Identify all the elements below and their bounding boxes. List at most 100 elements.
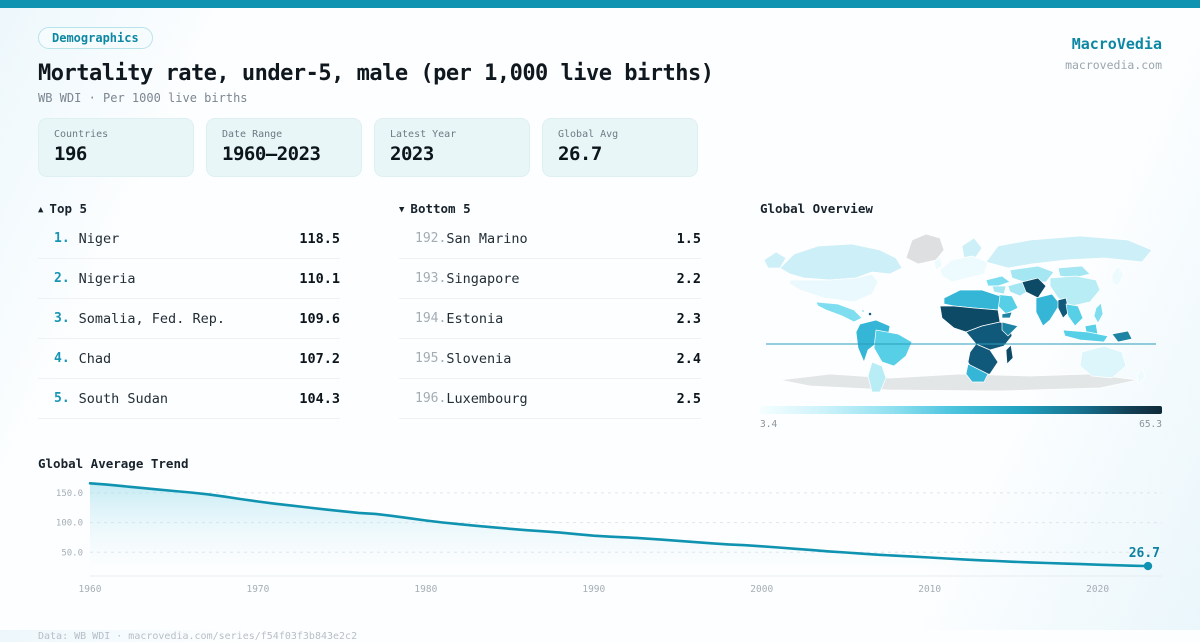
main-grid: ▲ Top 5 1. Niger 118.5 2. Nigeria 110.1 3… bbox=[38, 201, 1162, 430]
map-region-philippines bbox=[1093, 302, 1104, 324]
country-value: 109.6 bbox=[299, 310, 340, 327]
svg-text:100.0: 100.0 bbox=[56, 519, 83, 529]
country-name: Estonia bbox=[446, 310, 504, 327]
stat-label: Countries bbox=[54, 129, 109, 140]
list-item: 2. Nigeria 110.1 bbox=[38, 259, 340, 299]
category-badge[interactable]: Demographics bbox=[38, 27, 153, 49]
list-item: 193. Singapore 2.2 bbox=[399, 259, 701, 299]
country-value: 2.3 bbox=[676, 310, 701, 327]
list-item: 195. Slovenia 2.4 bbox=[399, 339, 701, 379]
list-item: 196. Luxembourg 2.5 bbox=[399, 379, 701, 419]
map-region-pakistan-afghanistan bbox=[1021, 277, 1047, 299]
stat-value: 26.7 bbox=[558, 143, 602, 165]
map-region-uk bbox=[933, 255, 943, 271]
stat-label: Latest Year bbox=[390, 129, 457, 140]
list-item: 1. Niger 118.5 bbox=[38, 219, 340, 259]
svg-text:1970: 1970 bbox=[246, 584, 269, 595]
map-region-indonesia bbox=[1062, 329, 1109, 343]
triangle-down-icon: ▼ bbox=[399, 205, 405, 215]
list-item: 4. Chad 107.2 bbox=[38, 339, 340, 379]
country-name: Somalia, Fed. Rep. bbox=[78, 310, 225, 327]
stat-card-date-range: Date Range 1960—2023 bbox=[206, 118, 362, 177]
map-region-russia bbox=[985, 235, 1153, 269]
map-region-horn-of-africa bbox=[1001, 321, 1019, 337]
country-name: Niger bbox=[78, 230, 120, 247]
map-region-mexico bbox=[815, 301, 863, 323]
svg-text:50.0: 50.0 bbox=[61, 548, 83, 558]
map-region-mongolia bbox=[1057, 265, 1091, 279]
brand-name: MacroVedia bbox=[1071, 35, 1162, 53]
country-name: South Sudan bbox=[78, 390, 169, 407]
map-region-antarctica bbox=[779, 373, 1139, 392]
top5-section: ▲ Top 5 1. Niger 118.5 2. Nigeria 110.1 3… bbox=[38, 201, 340, 430]
top-accent-bar bbox=[0, 0, 1200, 8]
map-region-japan bbox=[1111, 265, 1125, 287]
card-page: Demographics MacroVedia macrovedia.com M… bbox=[0, 8, 1200, 642]
map-region-southeast-asia bbox=[1065, 303, 1084, 327]
color-scale-bar bbox=[760, 406, 1162, 414]
world-map bbox=[763, 233, 1156, 393]
list-item: 3. Somalia, Fed. Rep. 109.6 bbox=[38, 299, 340, 339]
map-title: Global Overview bbox=[760, 201, 873, 216]
triangle-up-icon: ▲ bbox=[38, 205, 44, 215]
country-value: 110.1 bbox=[299, 270, 340, 287]
map-region-myanmar bbox=[1057, 297, 1070, 319]
country-name: Singapore bbox=[446, 270, 520, 287]
brand-url-link[interactable]: macrovedia.com bbox=[1065, 58, 1162, 72]
country-value: 118.5 bbox=[299, 230, 340, 247]
country-value: 2.4 bbox=[676, 350, 701, 367]
rank-label: 4. bbox=[54, 351, 70, 366]
rank-label: 5. bbox=[54, 391, 70, 406]
map-region-papua-new-guinea bbox=[1111, 330, 1133, 343]
rank-label: 193. bbox=[415, 271, 447, 286]
stat-label: Global Avg bbox=[558, 129, 619, 140]
stat-card-global-avg: Global Avg 26.7 bbox=[542, 118, 698, 177]
svg-text:2020: 2020 bbox=[1086, 584, 1109, 595]
scale-min-label: 3.4 bbox=[760, 419, 778, 430]
rank-label: 3. bbox=[54, 311, 70, 326]
svg-text:150.0: 150.0 bbox=[56, 489, 83, 499]
map-region-scandinavia bbox=[961, 237, 983, 261]
map-region-china bbox=[1049, 275, 1101, 307]
map-region-caribbean bbox=[868, 312, 872, 316]
scale-max-label: 65.3 bbox=[1139, 419, 1162, 430]
map-region-canada bbox=[779, 243, 903, 281]
list-item: 192. San Marino 1.5 bbox=[399, 219, 701, 259]
brand-block: MacroVedia macrovedia.com bbox=[1065, 35, 1162, 72]
map-region-central-asia bbox=[1009, 265, 1055, 283]
list-item: 194. Estonia 2.3 bbox=[399, 299, 701, 339]
country-value: 2.5 bbox=[676, 390, 701, 407]
rank-label: 192. bbox=[415, 231, 447, 246]
map-region-india bbox=[1035, 293, 1061, 327]
svg-text:2010: 2010 bbox=[918, 584, 941, 595]
stat-value: 1960—2023 bbox=[222, 143, 321, 165]
svg-text:26.7: 26.7 bbox=[1129, 546, 1160, 561]
svg-text:1960: 1960 bbox=[79, 584, 102, 595]
map-region-turkey bbox=[985, 275, 1011, 287]
color-scale-labels: 3.4 65.3 bbox=[760, 419, 1162, 430]
bottom5-title: Bottom 5 bbox=[410, 201, 471, 216]
stat-cards-row: Countries 196 Date Range 1960—2023 Lates… bbox=[38, 118, 1162, 177]
svg-text:1980: 1980 bbox=[414, 584, 437, 595]
bottom5-header: ▼ Bottom 5 bbox=[399, 201, 701, 216]
svg-text:2000: 2000 bbox=[750, 584, 773, 595]
stat-value: 196 bbox=[54, 143, 87, 165]
top5-title: Top 5 bbox=[49, 201, 88, 216]
rank-label: 1. bbox=[54, 231, 70, 246]
trend-title: Global Average Trend bbox=[38, 456, 189, 471]
map-region-yemen bbox=[1001, 311, 1013, 319]
map-region-south-africa bbox=[965, 363, 989, 383]
country-name: San Marino bbox=[446, 230, 528, 247]
map-region-andes bbox=[855, 319, 891, 363]
trend-section: Global Average Trend 150.0 100.0 50.0 1960 1… bbox=[38, 456, 1162, 597]
top5-header: ▲ Top 5 bbox=[38, 201, 340, 216]
map-region-new-zealand bbox=[1136, 368, 1146, 385]
map-section: Global Overview bbox=[760, 201, 1162, 430]
country-name: Chad bbox=[78, 350, 112, 367]
country-value: 2.2 bbox=[676, 270, 701, 287]
footer-attribution: Data: WB WDI · macrovedia.com/series/f54… bbox=[38, 631, 358, 642]
rank-label: 194. bbox=[415, 311, 447, 326]
map-region-europe bbox=[939, 255, 989, 283]
map-region-southern-cone bbox=[867, 361, 887, 393]
stat-value: 2023 bbox=[390, 143, 434, 165]
